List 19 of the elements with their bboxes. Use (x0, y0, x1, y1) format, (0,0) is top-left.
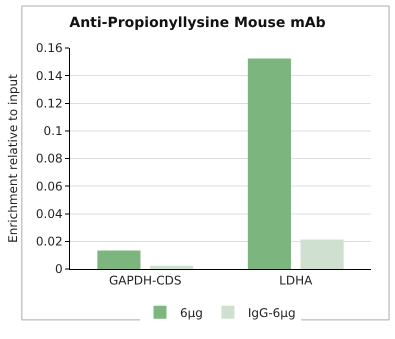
legend-label: IgG-6μg (248, 306, 296, 320)
y-tick-label: 0.06 (36, 179, 63, 194)
y-axis-title: Enrichment relative to input (6, 74, 20, 243)
y-tick-label: 0.12 (36, 96, 63, 110)
y-tick-label: 0.14 (36, 68, 63, 83)
x-tick-label: GAPDH-CDS (108, 273, 182, 288)
y-tick-label: 0.04 (36, 206, 63, 221)
y-tick-label: 0.02 (36, 234, 63, 249)
y-tick-label: 0.1 (44, 124, 63, 138)
y-tick-label: 0.16 (36, 41, 63, 56)
y-tick-label: 0.08 (36, 152, 63, 166)
x-tick-label: LDHA (279, 273, 314, 288)
bar (300, 239, 344, 269)
legend-label: 6μg (180, 306, 203, 320)
y-tick-label: 0 (54, 262, 63, 276)
chart-title: Anti-Propionyllysine Mouse mAb (69, 14, 326, 31)
bar (248, 58, 291, 269)
bar (97, 250, 140, 269)
bar (150, 266, 194, 269)
